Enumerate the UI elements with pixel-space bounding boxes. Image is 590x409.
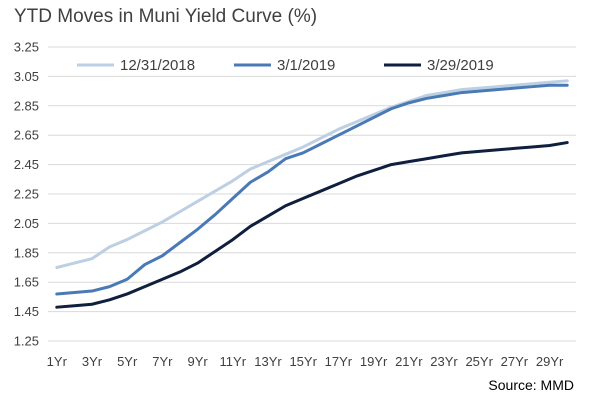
- gridlines: [48, 46, 576, 342]
- y-tick-label: 2.65: [14, 128, 39, 143]
- y-tick-label: 2.25: [14, 187, 39, 202]
- x-tick-label: 13Yr: [254, 354, 282, 369]
- legend-label: 3/29/2019: [427, 57, 494, 74]
- series-line-1: [55, 79, 569, 269]
- x-tick-label: 29Yr: [536, 354, 564, 369]
- x-tick-label: 27Yr: [501, 354, 529, 369]
- x-tick-label: 21Yr: [395, 354, 423, 369]
- legend-label: 12/31/2018: [120, 57, 195, 74]
- x-tick-label: 19Yr: [360, 354, 388, 369]
- legend: 12/31/2018 3/1/2019 3/29/2019: [77, 57, 494, 74]
- y-tick-label: 1.85: [14, 245, 39, 260]
- x-tick-label: 17Yr: [325, 354, 353, 369]
- x-tick-label: 1Yr: [47, 354, 68, 369]
- y-tick-label: 3.25: [14, 40, 39, 55]
- y-tick-label: 1.45: [14, 304, 39, 319]
- y-tick-label: 2.05: [14, 216, 39, 231]
- legend-label: 3/1/2019: [277, 57, 335, 74]
- source-note: Source: MMD: [488, 377, 574, 393]
- x-tick-label: 11Yr: [220, 354, 247, 369]
- y-tick-label: 2.85: [14, 98, 39, 113]
- y-tick-label: 2.45: [14, 157, 39, 172]
- y-tick-label: 3.05: [14, 69, 39, 84]
- x-tick-label: 5Yr: [117, 354, 138, 369]
- x-tick-label: 7Yr: [152, 354, 173, 369]
- x-tick-label: 25Yr: [465, 354, 493, 369]
- x-tick-label: 3Yr: [82, 354, 103, 369]
- x-tick-label: 15Yr: [289, 354, 317, 369]
- series-lines: [55, 79, 569, 309]
- y-axis-ticks: 1.25 1.45 1.65 1.85 2.05 2.25 2.45 2.65 2.85 3.05…: [14, 40, 39, 349]
- y-tick-label: 1.25: [14, 334, 39, 349]
- chart-title: YTD Moves in Muni Yield Curve (%): [14, 6, 318, 27]
- y-tick-label: 1.65: [14, 275, 39, 290]
- x-tick-label: 23Yr: [430, 354, 458, 369]
- x-axis-ticks: 1Yr 3Yr 5Yr 7Yr 9Yr 11Yr 13Yr 15Yr 17Yr 19Yr 21Yr 2…: [47, 354, 564, 369]
- x-tick-label: 9Yr: [187, 354, 208, 369]
- series-line-3: [55, 141, 569, 309]
- series-line-2: [55, 83, 569, 296]
